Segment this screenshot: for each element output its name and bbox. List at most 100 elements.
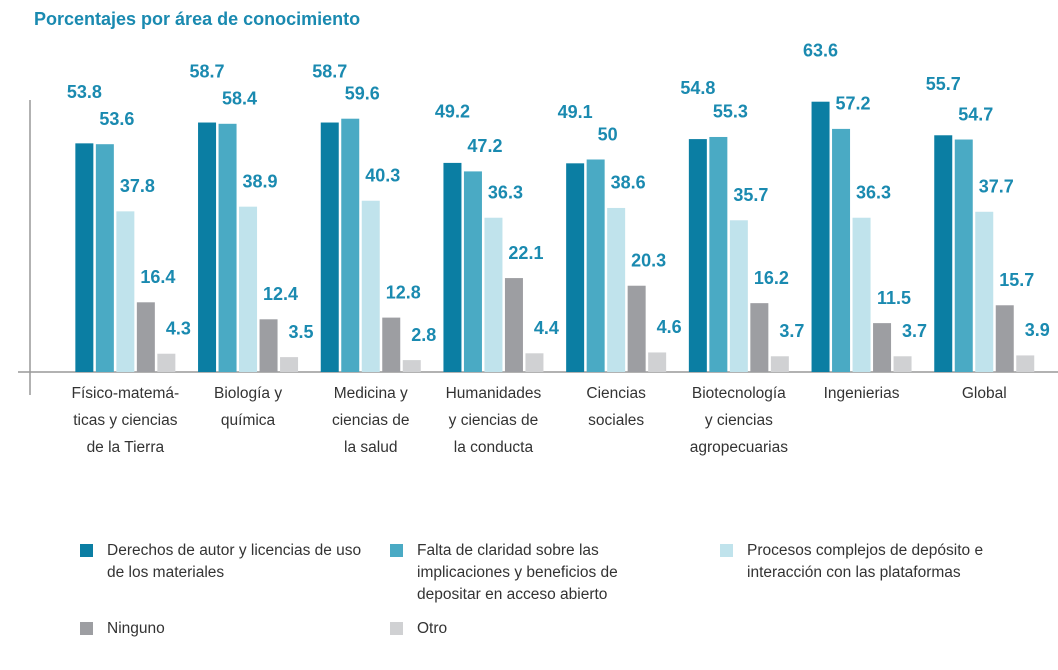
legend-item: Ninguno (80, 618, 367, 640)
value-label: 20.3 (631, 250, 666, 270)
value-label: 38.9 (243, 171, 278, 191)
bar (607, 207, 626, 372)
bar (504, 278, 523, 372)
value-label: 4.6 (657, 317, 682, 337)
value-label: 53.6 (99, 109, 134, 129)
legend-label: Ninguno (107, 620, 165, 637)
x-tick-label: y ciencias de (449, 412, 539, 429)
x-tick-label: Humanidades (446, 385, 542, 402)
value-label: 16.4 (140, 267, 175, 287)
value-label: 40.3 (365, 165, 400, 185)
value-label: 12.8 (386, 282, 421, 302)
bar (402, 360, 421, 372)
x-tick-label: de la Tierra (87, 439, 165, 456)
legend-item: Otro (390, 618, 677, 640)
chart-title: Porcentajes por área de conocimiento (34, 9, 360, 29)
x-tick-label: ciencias de (332, 412, 410, 429)
bar (586, 159, 605, 372)
value-label: 37.8 (120, 176, 155, 196)
x-tick-label: y ciencias (705, 412, 773, 429)
x-tick-label: la conducta (454, 439, 534, 456)
bar (280, 357, 299, 372)
value-label: 50 (598, 124, 618, 144)
bar (832, 128, 851, 372)
legend-item: Derechos de autor y licencias de uso de … (80, 540, 367, 584)
bar (198, 122, 217, 373)
bar (975, 211, 994, 372)
value-label: 58.7 (312, 61, 347, 81)
x-tick-label: sociales (588, 412, 644, 429)
value-label: 38.6 (611, 173, 646, 193)
value-label: 54.8 (680, 78, 715, 98)
bar (361, 200, 380, 372)
value-label: 36.3 (488, 182, 523, 202)
bar (893, 356, 912, 372)
value-label: 4.3 (166, 318, 191, 338)
bar (852, 217, 871, 372)
bar (566, 163, 585, 372)
bar (1016, 355, 1035, 372)
value-label: 3.7 (902, 321, 927, 341)
legend-label: Procesos complejos de depósito e interac… (747, 542, 984, 581)
value-label: 57.2 (836, 94, 871, 114)
value-label: 47.2 (467, 136, 502, 156)
value-label: 15.7 (999, 270, 1034, 290)
x-tick-label: Medicina y (334, 385, 408, 402)
value-label: 11.5 (877, 288, 911, 308)
value-label: 3.7 (779, 321, 804, 341)
value-label: 49.2 (435, 102, 470, 122)
value-label: 63.6 (803, 40, 838, 60)
x-tick-label: Ciencias (586, 385, 646, 402)
value-label: 35.7 (733, 185, 768, 205)
bar (320, 122, 339, 373)
value-label: 54.7 (958, 104, 993, 124)
bar (484, 217, 503, 372)
value-label: 3.5 (289, 322, 314, 342)
bar (954, 139, 973, 372)
value-label: 59.6 (345, 83, 380, 103)
bar (627, 285, 646, 372)
bar (770, 356, 789, 372)
value-label: 49.1 (558, 102, 593, 122)
bar (95, 144, 114, 372)
x-tick-label: agropecuarias (690, 439, 788, 456)
value-label: 36.3 (856, 182, 891, 202)
value-label: 58.7 (190, 61, 225, 81)
legend-label: Otro (417, 620, 448, 637)
bar (648, 352, 667, 372)
bar (995, 305, 1014, 372)
bar (341, 118, 360, 372)
value-label: 58.4 (222, 89, 257, 109)
legend-swatch (390, 544, 403, 557)
bar (443, 162, 462, 372)
x-tick-label: Global (962, 385, 1007, 402)
legend-swatch (720, 544, 733, 557)
bar (239, 206, 258, 372)
bar (811, 101, 830, 372)
bar (116, 211, 135, 372)
bar (259, 319, 278, 372)
legend-item: Procesos complejos de depósito e interac… (720, 540, 1027, 584)
bar (709, 136, 728, 372)
bar (934, 135, 953, 372)
bar (729, 220, 748, 372)
legend-label: Derechos de autor y licencias de uso de … (107, 542, 362, 581)
bar (463, 171, 482, 372)
value-label: 3.9 (1025, 320, 1050, 340)
value-label: 55.7 (926, 74, 961, 94)
x-tick-label: Biología y (214, 385, 282, 402)
value-label: 37.7 (979, 177, 1014, 197)
x-tick-label: ticas y ciencias (73, 412, 177, 429)
bar (873, 323, 892, 372)
bar (382, 317, 401, 372)
x-tick-label: Biotecnología (692, 385, 786, 402)
bar (688, 139, 707, 372)
legend-label: Falta de claridad sobre las implicacione… (417, 542, 618, 603)
value-label: 4.4 (534, 318, 559, 338)
x-tick-label: Ingenierias (824, 385, 900, 402)
value-label: 22.1 (508, 243, 543, 263)
value-label: 2.8 (411, 325, 436, 345)
x-tick-label: química (221, 412, 276, 429)
